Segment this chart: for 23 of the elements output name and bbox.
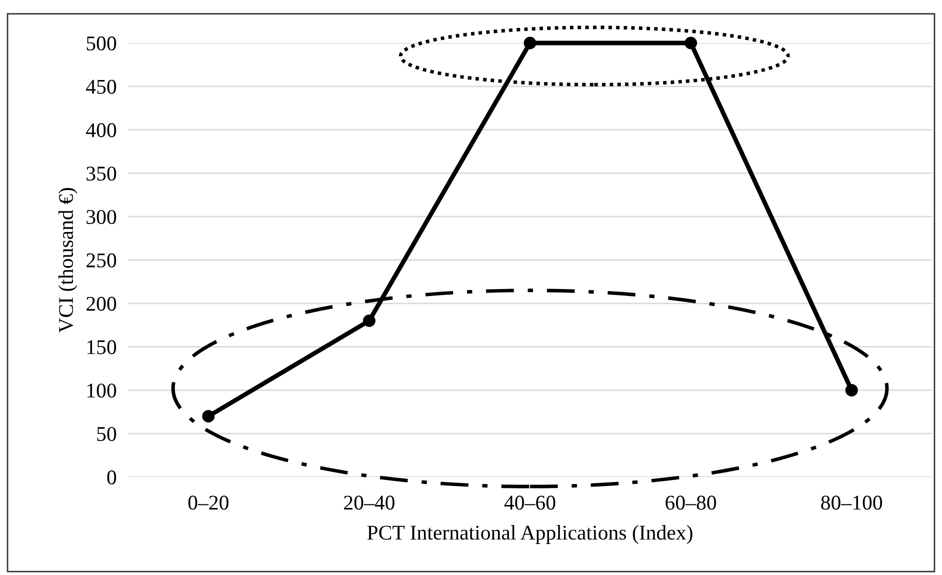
point: [524, 36, 536, 50]
y-tick-label: 350: [86, 166, 116, 181]
x-tick-label: 60–80: [666, 496, 716, 510]
x-tick-label: 80–100: [821, 496, 882, 510]
y-tick-label: 450: [86, 80, 116, 94]
y-tick-label: 500: [86, 36, 116, 50]
point: [362, 314, 376, 328]
y-tick-label: 100: [87, 384, 116, 398]
x-tick-label: 40–60: [504, 496, 556, 510]
point: [684, 36, 698, 50]
y-tick-label: 300: [86, 210, 116, 224]
y-axis-title: VCI (thousand €): [58, 188, 78, 333]
x-tick-label: 0–20: [188, 496, 228, 510]
x-axis-title: PCT International Applications (Index): [367, 525, 692, 544]
y-tick-label: 0: [107, 470, 116, 484]
y-tick-label: 400: [86, 123, 116, 138]
y-tick-label: 50: [97, 426, 116, 442]
y-tick-label: 250: [86, 253, 116, 268]
x-tick-label: 20–40: [344, 496, 394, 510]
y-tick-label: 200: [86, 296, 116, 311]
point: [845, 384, 858, 396]
point: [202, 410, 215, 422]
y-tick-label: 150: [87, 340, 116, 354]
